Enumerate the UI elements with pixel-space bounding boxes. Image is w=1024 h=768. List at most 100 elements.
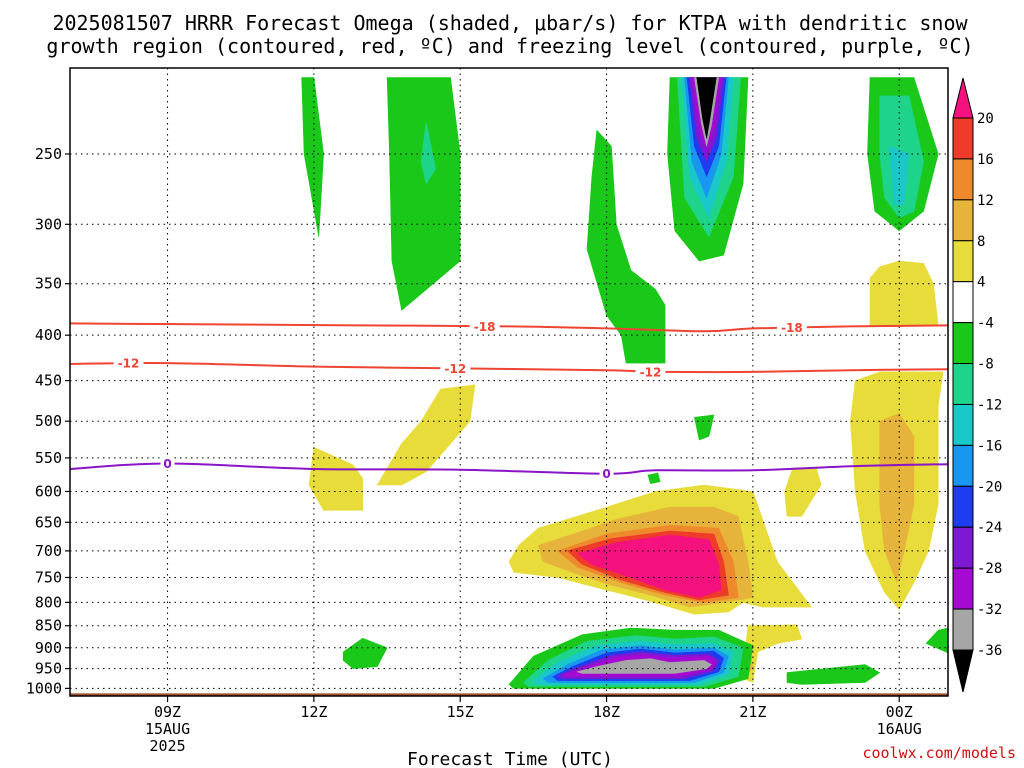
- colorbar-tick--36: -36: [977, 643, 1002, 659]
- plot-frame: [69, 67, 949, 697]
- x-tick-sublabel: 2025: [149, 737, 185, 755]
- colorbar-swatch--16: [952, 403, 974, 446]
- x-tick-label-15Z: 15Z: [447, 703, 474, 721]
- temperature-contours: -18 -18 -12 -12 -12 0 0: [70, 319, 948, 481]
- contour-label-bg: [599, 466, 614, 481]
- omega-region-18: [879, 413, 915, 584]
- site-credit: coolwx.com/models: [862, 744, 1016, 762]
- contour-label-0: 0: [602, 467, 610, 481]
- contour-label--18: -18: [781, 321, 803, 335]
- contour-label-bg: [776, 320, 807, 335]
- y-tick-label-250: 250: [35, 145, 62, 163]
- y-tick-label-300: 300: [35, 215, 62, 233]
- colorbar-swatch-4: [952, 240, 974, 283]
- colorbar-top-extend: [952, 77, 974, 119]
- x-tick-label-21Z: 21Z: [739, 703, 766, 721]
- colorbar-tick--16: -16: [977, 438, 1002, 454]
- omega-region-39: [342, 637, 388, 669]
- colorbar-tick-20: 20: [977, 111, 994, 127]
- omega-region-0: [301, 77, 324, 237]
- colorbar-swatch--8: [952, 322, 974, 365]
- omega-region-26: [694, 414, 715, 441]
- contour-label-bg: [635, 364, 666, 379]
- omega-region-41: [925, 627, 948, 654]
- y-tick-label-700: 700: [35, 542, 62, 560]
- contour-label-bg: [160, 456, 175, 471]
- colorbar-tick-16: 16: [977, 152, 994, 168]
- omega-region-19: [308, 446, 364, 511]
- y-tick-label-600: 600: [35, 482, 62, 500]
- colorbar-swatch--28: [952, 526, 974, 569]
- omega-shaded-regions: [301, 77, 948, 689]
- omega-region-38: [576, 658, 712, 674]
- contour-label--12: -12: [640, 365, 662, 379]
- contour-label-bg: [440, 361, 471, 376]
- y-tick-label-650: 650: [35, 513, 62, 531]
- colorbar-tick-12: 12: [977, 193, 994, 209]
- omega-region-25: [576, 534, 722, 598]
- y-tick-label-400: 400: [35, 326, 62, 344]
- chart-title-line-1: 2025081507 HRRR Forecast Omega (shaded, …: [52, 11, 968, 35]
- x-tick-label-18Z: 18Z: [593, 703, 620, 721]
- colorbar-tick-8: 8: [977, 234, 985, 250]
- chart-title-line-2: growth region (contoured, red, ºC) and f…: [46, 34, 973, 58]
- contour-label--12: -12: [118, 357, 140, 371]
- omega-region-40: [786, 664, 881, 685]
- ground-strip: [70, 693, 948, 696]
- colorbar: 20 16 12 8 4 -4 -8 -12 -16 -20 -24 -28 -32 -36: [952, 77, 1002, 693]
- colorbar-swatch-12: [952, 158, 974, 201]
- colorbar-swatch--20: [952, 444, 974, 487]
- x-tick-label-12Z: 12Z: [300, 703, 327, 721]
- y-tick-label-1000: 1000: [26, 679, 62, 697]
- colorbar-tick--8: -8: [977, 357, 994, 373]
- y-tick-label-800: 800: [35, 593, 62, 611]
- x-tick-label-09Z: 09Z: [154, 703, 181, 721]
- colorbar-swatch--32: [952, 567, 974, 610]
- y-tick-label-850: 850: [35, 617, 62, 635]
- x-axis-label: Forecast Time (UTC): [407, 749, 613, 768]
- omega-region-1: [386, 77, 461, 311]
- omega-region-16: [869, 260, 939, 326]
- colorbar-swatch--12: [952, 363, 974, 405]
- colorbar-tick--32: -32: [977, 602, 1002, 618]
- colorbar-swatch-8: [952, 199, 974, 242]
- colorbar-tick--28: -28: [977, 561, 1002, 577]
- ground-surface: [70, 693, 948, 696]
- y-tick-label-550: 550: [35, 449, 62, 467]
- pressure-axis: 250 300 350 400 450 500 550 600 650 700 750 800 850 9…: [26, 145, 70, 697]
- contour-label-bg: [113, 356, 144, 371]
- y-tick-label-450: 450: [35, 372, 62, 390]
- colorbar-swatch--36: [952, 608, 974, 651]
- contour-label--12: -12: [445, 362, 467, 376]
- contour-line--12: [70, 361, 948, 374]
- y-tick-label-500: 500: [35, 412, 62, 430]
- contour-label-bg: [469, 319, 500, 334]
- omega-region-27: [647, 472, 661, 485]
- colorbar-tick--4: -4: [977, 316, 994, 332]
- colorbar-bottom-extend: [952, 649, 974, 693]
- x-tick-sublabel: 16AUG: [877, 720, 922, 738]
- contour-line--18: [70, 322, 948, 333]
- x-tick-sublabel: 15AUG: [145, 720, 190, 738]
- y-tick-label-750: 750: [35, 568, 62, 586]
- grid-lines: [70, 68, 948, 696]
- y-tick-label-350: 350: [35, 275, 62, 293]
- omega-region-12: [696, 77, 717, 139]
- colorbar-tick--12: -12: [977, 397, 1002, 413]
- omega-region-28: [784, 467, 822, 517]
- omega-region-20: [376, 384, 476, 486]
- omega-region-15: [889, 145, 910, 205]
- colorbar-tick-4: 4: [977, 275, 985, 291]
- omega-region-2: [420, 121, 437, 185]
- colorbar-tick--24: -24: [977, 520, 1002, 536]
- contour-label-0: 0: [163, 457, 171, 471]
- y-tick-label-900: 900: [35, 639, 62, 657]
- contour-label--18: -18: [474, 320, 496, 334]
- colorbar-swatch--24: [952, 485, 974, 528]
- x-tick-label-00Z: 00Z: [886, 703, 913, 721]
- contour-line-0: [70, 462, 948, 475]
- colorbar-tick--20: -20: [977, 479, 1002, 495]
- colorbar-swatch-16: [952, 117, 974, 160]
